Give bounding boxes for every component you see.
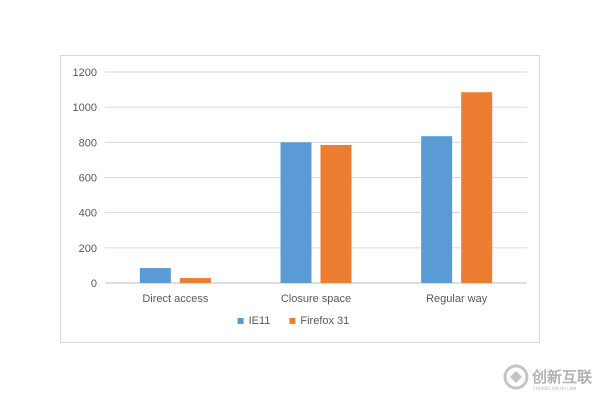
legend-swatch [237, 318, 244, 324]
x-category-label: Direct access [142, 293, 209, 305]
y-tick-label: 800 [79, 137, 97, 149]
chart-frame: 0 200 400 600 800 1000 1200 Direct access Closur… [60, 55, 540, 343]
bar-firefox-31-direct-access [179, 278, 211, 283]
swirl-logo-icon [503, 364, 529, 390]
watermark-logo: 创新互联 CHUANG XIN HU LIAN [503, 364, 593, 391]
watermark-subtext: CHUANG XIN HU LIAN [533, 386, 576, 391]
bar-chart: 0 200 400 600 800 1000 1200 Direct access Closur… [73, 67, 527, 327]
bar-firefox-31-regular-way [461, 92, 493, 284]
bar-firefox-31-closure-space [320, 144, 352, 283]
x-category-label: Regular way [426, 293, 488, 305]
legend-label: IE11 [249, 315, 271, 327]
y-tick-label: 1200 [73, 67, 97, 79]
legend-label: Firefox 31 [300, 315, 349, 327]
y-tick-label: 200 [79, 243, 97, 255]
y-tick-label: 600 [79, 173, 97, 185]
y-tick-label: 0 [91, 278, 97, 290]
bar-ie11-regular-way [421, 136, 453, 283]
bar-ie11-closure-space [280, 142, 312, 283]
bar-ie11-direct-access [139, 268, 171, 283]
legend-swatch [289, 318, 296, 324]
y-tick-label: 1000 [73, 102, 97, 114]
watermark-text: 创新互联 [531, 368, 593, 386]
y-tick-label: 400 [79, 208, 97, 220]
x-category-label: Closure space [281, 293, 351, 305]
